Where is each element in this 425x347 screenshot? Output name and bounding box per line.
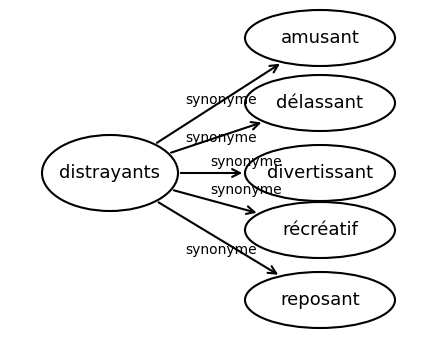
Text: distrayants: distrayants <box>60 164 161 182</box>
Text: délassant: délassant <box>277 94 363 112</box>
Text: récréatif: récréatif <box>282 221 358 239</box>
Text: synonyme: synonyme <box>185 243 257 257</box>
Text: synonyme: synonyme <box>210 155 282 169</box>
Ellipse shape <box>245 145 395 201</box>
Text: synonyme: synonyme <box>185 131 257 145</box>
Ellipse shape <box>245 202 395 258</box>
Ellipse shape <box>245 75 395 131</box>
Text: synonyme: synonyme <box>210 183 282 197</box>
Text: amusant: amusant <box>280 29 360 47</box>
Ellipse shape <box>42 135 178 211</box>
Ellipse shape <box>245 10 395 66</box>
Text: divertissant: divertissant <box>267 164 373 182</box>
Ellipse shape <box>245 272 395 328</box>
Text: reposant: reposant <box>280 291 360 309</box>
Text: synonyme: synonyme <box>185 93 257 107</box>
